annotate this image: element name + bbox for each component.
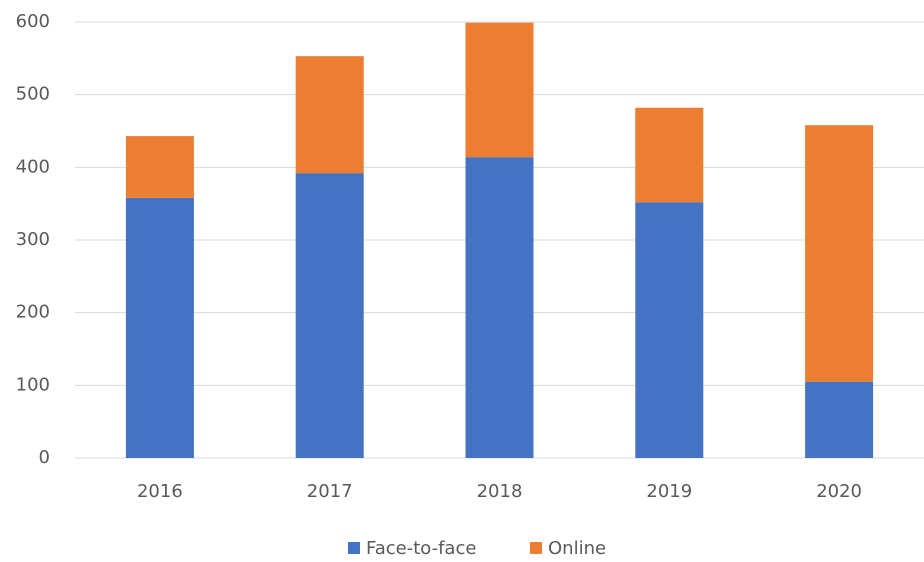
- bar-segment: [465, 157, 534, 458]
- y-tick-label: 200: [16, 302, 50, 323]
- y-tick-label: 600: [16, 11, 50, 32]
- y-tick-label: 400: [16, 156, 50, 177]
- x-tick-label: 2019: [646, 481, 692, 502]
- bar-segment: [635, 107, 704, 203]
- bar-segment: [295, 56, 364, 174]
- x-tick-label: 2020: [816, 481, 862, 502]
- bar-segment: [635, 202, 704, 458]
- bar-segment: [805, 381, 874, 458]
- y-tick-label: 500: [16, 84, 50, 105]
- legend-swatch: [348, 542, 360, 554]
- y-tick-label: 100: [16, 374, 50, 395]
- x-tick-label: 2016: [137, 481, 183, 502]
- bar-segment: [295, 173, 364, 458]
- legend-swatch: [530, 542, 542, 554]
- bar-segment: [805, 125, 874, 382]
- bar-segment: [125, 197, 194, 458]
- x-tick-label: 2018: [477, 481, 523, 502]
- bar-segment: [125, 136, 194, 198]
- x-tick-label: 2017: [307, 481, 353, 502]
- bar-segment: [465, 22, 534, 158]
- y-tick-label: 300: [16, 229, 50, 250]
- y-tick-label: 0: [39, 447, 50, 468]
- legend-label: Online: [548, 538, 606, 559]
- legend-label: Face-to-face: [366, 538, 476, 559]
